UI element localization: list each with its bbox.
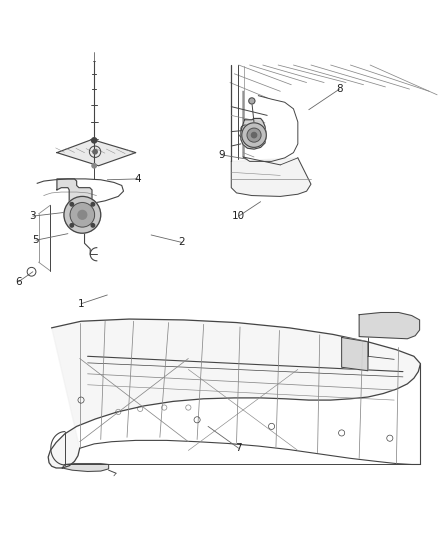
Polygon shape xyxy=(241,118,266,149)
Circle shape xyxy=(70,203,74,206)
Circle shape xyxy=(251,133,257,138)
Polygon shape xyxy=(57,179,92,206)
Circle shape xyxy=(91,203,95,206)
Circle shape xyxy=(70,224,74,227)
Polygon shape xyxy=(57,140,136,166)
Circle shape xyxy=(92,164,96,168)
Circle shape xyxy=(91,224,95,227)
Text: 7: 7 xyxy=(235,443,242,453)
Circle shape xyxy=(93,150,97,154)
Text: 8: 8 xyxy=(336,84,343,94)
Polygon shape xyxy=(231,158,311,197)
Text: 9: 9 xyxy=(218,150,225,160)
Text: 2: 2 xyxy=(178,237,185,247)
Circle shape xyxy=(64,197,101,233)
Circle shape xyxy=(78,211,87,219)
Text: 3: 3 xyxy=(29,211,36,221)
Text: 4: 4 xyxy=(134,174,141,184)
Circle shape xyxy=(249,98,255,104)
Text: 5: 5 xyxy=(32,235,39,245)
Circle shape xyxy=(247,128,261,142)
Text: 10: 10 xyxy=(232,211,245,221)
Polygon shape xyxy=(342,337,368,371)
Polygon shape xyxy=(359,312,420,339)
Polygon shape xyxy=(48,319,420,468)
Circle shape xyxy=(242,123,266,147)
Circle shape xyxy=(70,203,95,227)
Text: 1: 1 xyxy=(78,298,85,309)
Circle shape xyxy=(92,138,97,143)
Text: 6: 6 xyxy=(15,277,22,287)
Polygon shape xyxy=(62,464,109,472)
